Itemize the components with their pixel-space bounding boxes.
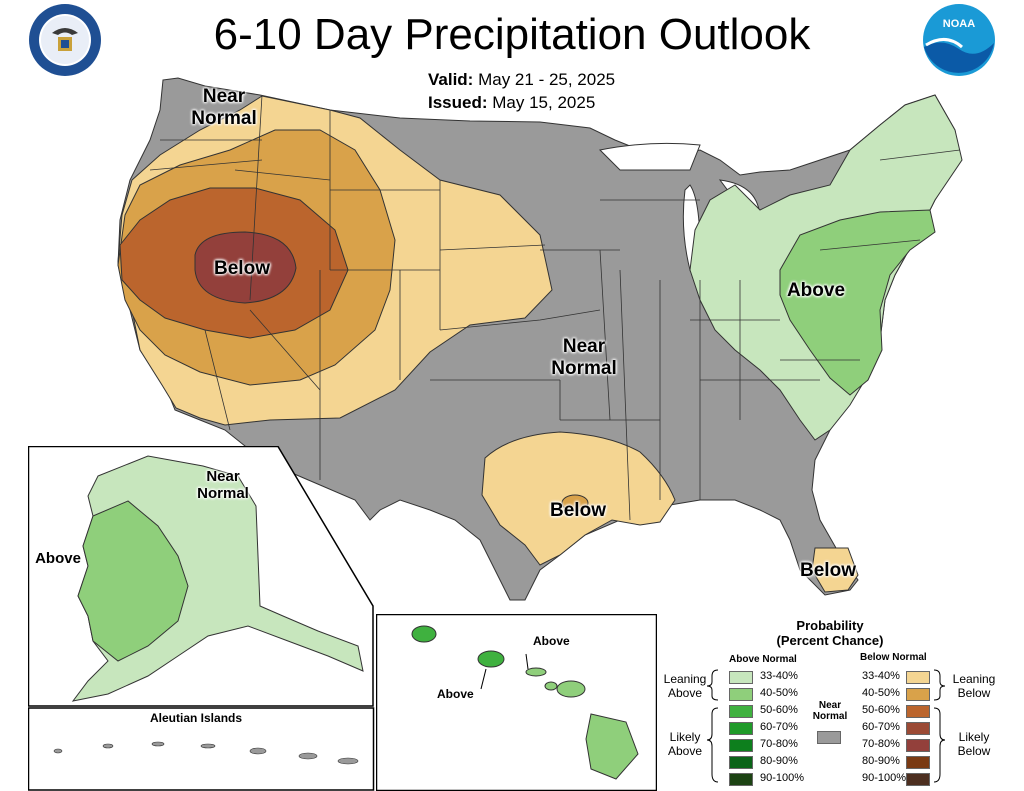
legend-likely-above: Likely Above <box>660 730 710 758</box>
above-bin-swatch <box>729 705 753 718</box>
above-bin-swatch <box>729 756 753 769</box>
commerce-seal-icon <box>29 4 101 76</box>
alaska-inset <box>28 446 375 791</box>
above-bin-swatch <box>729 671 753 684</box>
east-above-label: Above <box>786 280 846 301</box>
east-above-40-50 <box>779 209 936 396</box>
alaska-near-line2: Normal <box>197 485 249 502</box>
legend-leaning-above: Leaning Above <box>660 672 710 700</box>
below-bin-swatch <box>906 705 930 718</box>
central-near-line2: Normal <box>551 358 617 379</box>
noaa-logo-text: NOAA <box>943 18 975 30</box>
west-below-60-70 <box>194 231 297 304</box>
central-near-line1: Near <box>562 336 606 357</box>
leaning-above-line2: Above <box>667 686 703 700</box>
below-bin-swatch <box>906 773 930 786</box>
legend-title-line2: (Percent Chance) <box>776 633 884 648</box>
below-braces-icon <box>933 669 946 783</box>
hawaii-inset <box>376 614 657 791</box>
above-bin-swatch <box>729 722 753 735</box>
legend-title: Probability (Percent Chance) <box>760 618 900 648</box>
nw-near-normal-label: Near Normal <box>184 86 264 130</box>
alaska-above-label: Above <box>35 550 81 567</box>
legend-likely-below: Likely Below <box>946 730 1002 758</box>
map-title: 6-10 Day Precipitation Outlook <box>213 10 811 59</box>
below-bin-label: 80-90% <box>862 755 900 767</box>
legend-title-line1: Probability <box>796 618 864 633</box>
nw-near-label-line2: Normal <box>191 108 257 129</box>
above-bin-swatch <box>729 688 753 701</box>
noaa-logo-icon: NOAA <box>923 4 995 76</box>
likely-below-line1: Likely <box>958 730 990 744</box>
issued-label: Issued: <box>428 93 488 112</box>
above-bin-label: 80-90% <box>760 755 798 767</box>
likely-above-line2: Above <box>667 744 703 758</box>
valid-dates: Valid: May 21 - 25, 2025 <box>428 70 615 90</box>
near-label-line1: Near <box>818 700 842 711</box>
above-bin-label: 70-80% <box>760 738 798 750</box>
above-bin-swatch <box>729 739 753 752</box>
texas-below-label: Below <box>550 500 606 521</box>
hawaii-above-label-1: Above <box>533 634 570 648</box>
below-bin-swatch <box>906 756 930 769</box>
nw-near-label-line1: Near <box>202 86 246 107</box>
valid-value: May 21 - 25, 2025 <box>478 70 616 89</box>
west-below-label: Below <box>214 258 270 279</box>
near-label-line2: Normal <box>812 711 848 722</box>
valid-label: Valid: <box>428 70 474 89</box>
likely-above-line1: Likely <box>669 730 701 744</box>
alaska-near-normal-label: Near Normal <box>188 468 258 502</box>
leaning-above-line1: Leaning <box>663 672 707 686</box>
below-bin-label: 60-70% <box>862 721 900 733</box>
leaning-below-line2: Below <box>957 686 991 700</box>
below-bin-label: 90-100% <box>862 772 907 784</box>
above-bin-label: 40-50% <box>760 687 798 699</box>
below-bin-swatch <box>906 671 930 684</box>
below-bin-swatch <box>906 722 930 735</box>
below-bin-label: 40-50% <box>862 687 900 699</box>
central-near-normal-label: Near Normal <box>544 336 624 380</box>
likely-below-line2: Below <box>957 744 991 758</box>
hawaii-above-label-2: Above <box>437 687 474 701</box>
leaning-below-line1: Leaning <box>952 672 996 686</box>
above-bin-label: 33-40% <box>760 670 798 682</box>
below-bin-swatch <box>906 688 930 701</box>
legend-below-header: Below Normal <box>860 652 927 663</box>
issued-value: May 15, 2025 <box>492 93 596 112</box>
aleutian-label: Aleutian Islands <box>150 711 243 725</box>
above-braces-icon <box>706 669 719 783</box>
legend-leaning-below: Leaning Below <box>946 672 1002 700</box>
below-bin-swatch <box>906 739 930 752</box>
alaska-above-40-50 <box>77 500 189 662</box>
above-bin-label: 60-70% <box>760 721 798 733</box>
above-bin-label: 50-60% <box>760 704 798 716</box>
below-bin-label: 50-60% <box>862 704 900 716</box>
legend-above-header: Above Normal <box>729 654 797 665</box>
legend-near-normal: Near Normal <box>810 700 850 722</box>
above-bin-label: 90-100% <box>760 772 805 784</box>
issued-date: Issued: May 15, 2025 <box>428 93 595 113</box>
below-bin-label: 33-40% <box>862 670 900 682</box>
alaska-near-line1: Near <box>206 468 240 485</box>
legend-near-swatch <box>817 731 841 744</box>
below-bin-label: 70-80% <box>862 738 900 750</box>
florida-below-label: Below <box>800 560 856 581</box>
florida-below-33-40 <box>811 547 859 593</box>
above-bin-swatch <box>729 773 753 786</box>
texas-below-40-50 <box>561 494 589 512</box>
